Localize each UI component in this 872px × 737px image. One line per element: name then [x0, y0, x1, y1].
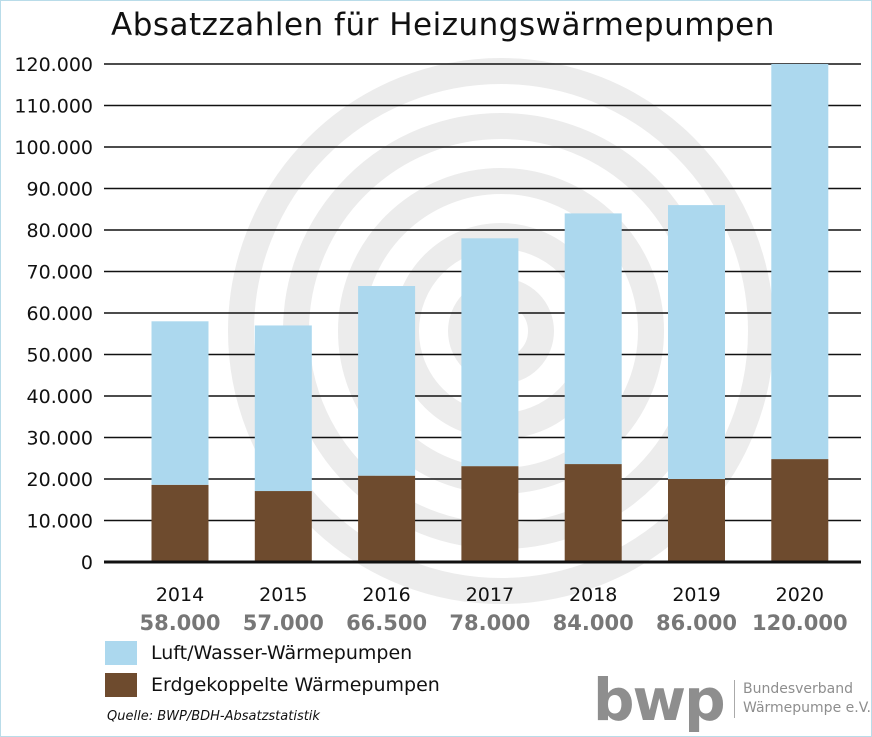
logo-line1: Bundesverband: [743, 681, 854, 697]
y-tick-label: 90.000: [27, 179, 93, 201]
bar-luft-wasser-2018: [564, 213, 622, 465]
bar-erdgekoppelt-2016: [358, 475, 416, 562]
x-tick-label: 2020: [776, 584, 824, 606]
legend-item-luft: Luft/Wasser-Wärmepumpen: [105, 641, 412, 665]
legend-label: Erdgekoppelte Wärmepumpen: [151, 674, 440, 696]
bar-erdgekoppelt-2015: [254, 491, 312, 562]
bar-luft-wasser-2014: [151, 321, 209, 485]
chart-title: Absatzzahlen für Heizungswärmepumpen: [111, 7, 775, 43]
y-tick-label: 50.000: [27, 345, 93, 367]
legend-swatch: [105, 641, 137, 665]
legend-item-erd: Erdgekoppelte Wärmepumpen: [105, 673, 440, 697]
total-label: 57.000: [243, 611, 324, 635]
legend-label: Luft/Wasser-Wärmepumpen: [151, 642, 413, 664]
x-tick-label: 2017: [466, 584, 514, 606]
y-tick-label: 10.000: [27, 511, 93, 533]
logo-line2: Wärmepumpe e.V.: [743, 700, 871, 716]
y-tick-label: 30.000: [27, 428, 93, 450]
bar-erdgekoppelt-2014: [151, 484, 209, 562]
watermark-ring: [228, 58, 774, 604]
source-note: Quelle: BWP/BDH-Absatzstatistik: [107, 709, 320, 724]
y-tick-label: 20.000: [27, 469, 93, 491]
y-tick-label: 120.000: [14, 54, 93, 76]
total-label: 120.000: [752, 611, 848, 635]
logo-text: Bundesverband Wärmepumpe e.V.: [734, 680, 871, 718]
bar-erdgekoppelt-2019: [668, 479, 725, 562]
x-tick-label: 2015: [259, 584, 307, 606]
bar-erdgekoppelt-2018: [564, 464, 622, 562]
bwp-logo: bwp: [593, 666, 726, 734]
y-tick-label: 100.000: [14, 137, 93, 159]
total-label: 84.000: [553, 611, 634, 635]
bar-luft-wasser-2020: [771, 64, 829, 460]
y-tick-label: 70.000: [27, 262, 93, 284]
x-tick-label: 2014: [156, 584, 204, 606]
y-tick-label: 80.000: [27, 220, 93, 242]
bar-luft-wasser-2019: [668, 205, 725, 479]
bar-luft-wasser-2017: [461, 238, 519, 467]
legend-swatch: [105, 673, 137, 697]
y-tick-label: 0: [81, 552, 93, 574]
y-tick-label: 60.000: [27, 303, 93, 325]
y-tick-label: 110.000: [14, 96, 93, 118]
bar-erdgekoppelt-2017: [461, 466, 519, 562]
total-label: 86.000: [656, 611, 737, 635]
x-tick-label: 2016: [362, 584, 410, 606]
bar-luft-wasser-2016: [358, 286, 416, 476]
y-tick-label: 40.000: [27, 386, 93, 408]
bar-erdgekoppelt-2020: [771, 459, 829, 562]
x-tick-label: 2018: [569, 584, 617, 606]
total-label: 66.500: [346, 611, 427, 635]
total-label: 58.000: [139, 611, 220, 635]
x-tick-label: 2019: [672, 584, 720, 606]
bar-luft-wasser-2015: [254, 325, 312, 492]
total-label: 78.000: [449, 611, 530, 635]
